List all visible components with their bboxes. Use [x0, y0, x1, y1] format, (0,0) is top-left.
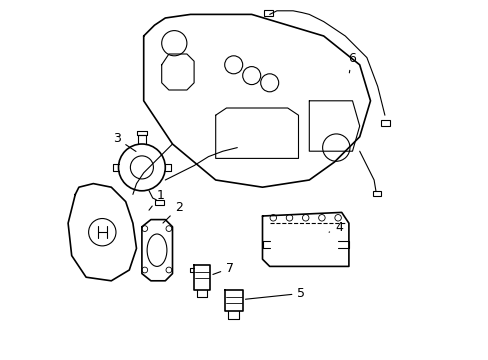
Text: 4: 4 [328, 221, 342, 234]
Bar [264, 10, 273, 16]
Text: 6: 6 [347, 52, 355, 73]
Text: 5: 5 [245, 287, 305, 300]
Text: 7: 7 [212, 262, 234, 275]
Text: 3: 3 [113, 132, 136, 152]
Bar [154, 200, 163, 205]
Bar [372, 191, 380, 196]
Text: 1: 1 [149, 189, 164, 210]
Text: 2: 2 [163, 201, 183, 223]
Bar [381, 120, 389, 126]
